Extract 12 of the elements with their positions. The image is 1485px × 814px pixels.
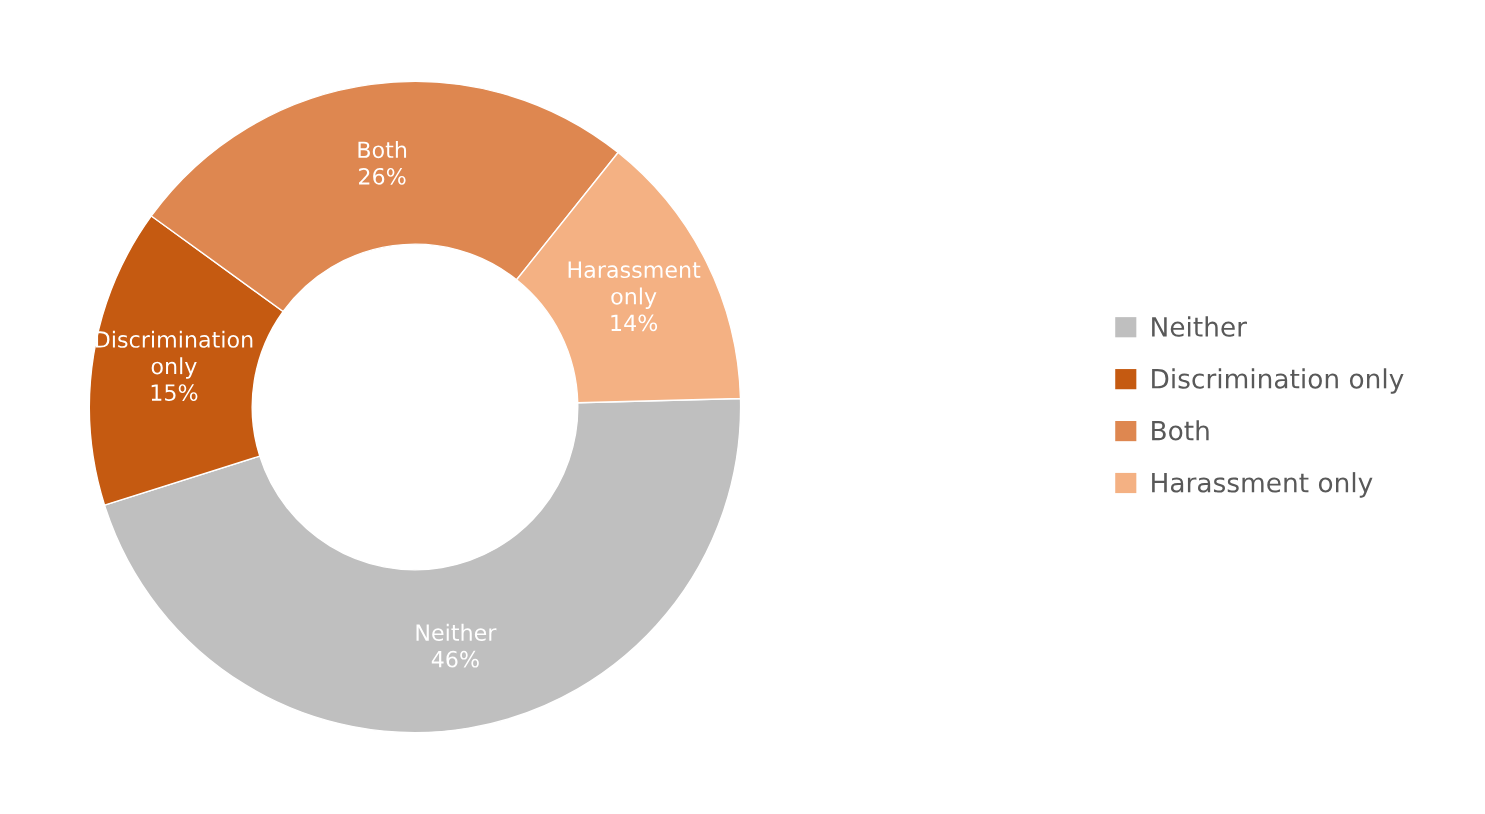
data-label: 15% [151, 384, 198, 402]
legend-label: Harassment only [1152, 472, 1373, 498]
data-label: 46% [431, 650, 479, 668]
slice-label: Neither [416, 623, 497, 641]
data-label: 26% [359, 167, 406, 185]
legend-label: Both [1152, 420, 1209, 441]
slice-label: Discrimination only [95, 330, 253, 379]
legend-label: Discrimination only [1152, 368, 1404, 394]
legend-label: Neither [1152, 316, 1247, 337]
data-label: 14% [611, 314, 658, 332]
slice-label: Both [358, 140, 407, 159]
slice-label: Harassment only [568, 261, 701, 309]
